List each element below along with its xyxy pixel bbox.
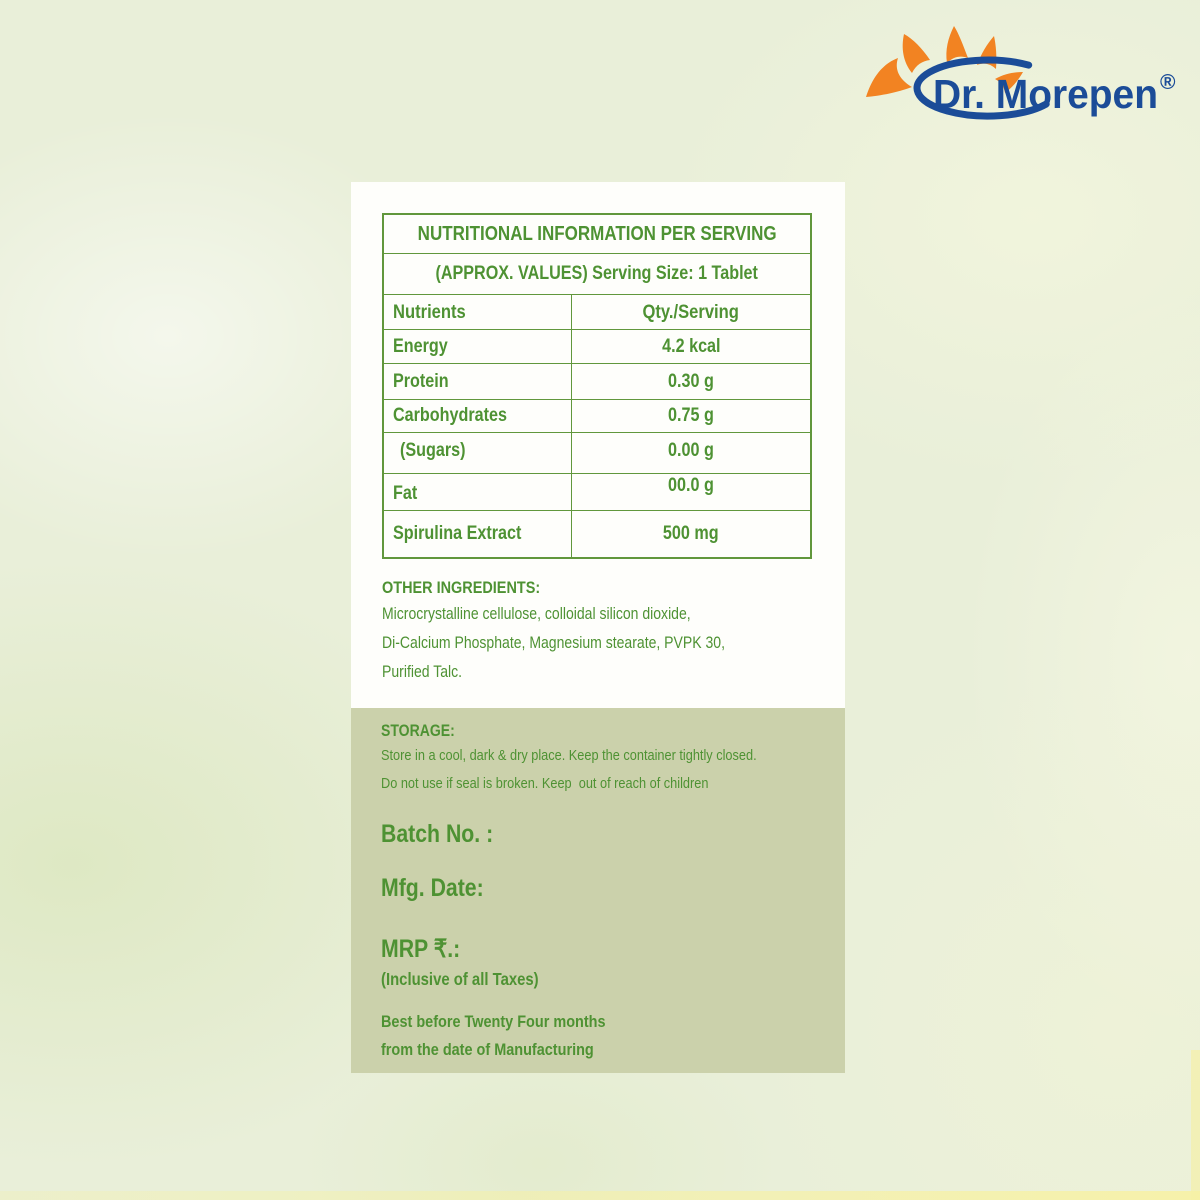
nutrient-cell: Spirulina Extract [384, 511, 572, 557]
other-ingredients-heading: OTHER INGREDIENTS: [382, 578, 541, 597]
qty-value: 00.0 g [668, 475, 714, 496]
storage-line: Do not use if seal is broken. Keep out o… [381, 774, 709, 792]
other-ingredients-section: OTHER INGREDIENTS: Microcrystalline cell… [382, 576, 786, 687]
nutrient-label: Fat [393, 483, 418, 504]
nutrients-header-cell: Nutrients [384, 295, 572, 329]
nutrient-label: (Sugars) [400, 440, 466, 461]
table-subtitle-row: (APPROX. VALUES) Serving Size: 1 Tablet [384, 253, 810, 294]
label-white-section: NUTRITIONAL INFORMATION PER SERVING (APP… [351, 182, 845, 708]
table-subtitle: (APPROX. VALUES) Serving Size: 1 Tablet [435, 263, 759, 284]
table-row: (Sugars) 0.00 g [384, 432, 810, 473]
best-before-line: Best before Twenty Four months [381, 1012, 606, 1031]
qty-header-cell: Qty./Serving [572, 295, 810, 329]
best-before-line: from the date of Manufacturing [381, 1040, 594, 1059]
table-title-row: NUTRITIONAL INFORMATION PER SERVING [384, 215, 810, 253]
qty-value: 4.2 kcal [661, 335, 721, 357]
qty-cell: 0.00 g [572, 433, 810, 473]
qty-value: 0.30 g [668, 370, 714, 392]
qty-cell: 0.30 g [572, 364, 810, 399]
ingredients-line: Di-Calcium Phosphate, Magnesium stearate… [382, 634, 726, 652]
mfg-date-label: Mfg. Date: [381, 874, 484, 902]
nutrient-label: Carbohydrates [393, 405, 507, 426]
qty-header: Qty./Serving [642, 300, 740, 323]
ellipse-swoosh-icon [913, 56, 1050, 120]
dr-morepen-logo-icon: Dr. Morepen ® [866, 26, 1176, 120]
nutrient-label: Protein [393, 370, 449, 392]
nutrient-cell: Protein [384, 364, 572, 399]
ingredients-line: Purified Talc. [382, 663, 463, 681]
qty-cell: 4.2 kcal [572, 330, 810, 363]
qty-value: 500 mg [663, 523, 719, 544]
table-row: Spirulina Extract 500 mg [384, 510, 810, 557]
brand-wordmark: Dr. Morepen [933, 71, 1158, 117]
nutrition-label-card: NUTRITIONAL INFORMATION PER SERVING (APP… [351, 182, 845, 1073]
nutrient-cell: Fat [384, 474, 572, 510]
qty-cell: 500 mg [572, 511, 810, 557]
best-before-note: Best before Twenty Four months from the … [381, 1008, 845, 1064]
brand-logo: Dr. Morepen ® [860, 12, 1190, 127]
table-row: Carbohydrates 0.75 g [384, 399, 810, 432]
batch-no-label: Batch No. : [381, 820, 494, 848]
registered-mark: ® [1160, 71, 1176, 94]
nutrient-cell: Carbohydrates [384, 400, 572, 432]
nutrient-cell: Energy [384, 330, 572, 363]
nutrients-header: Nutrients [393, 300, 466, 323]
qty-cell: 0.75 g [572, 400, 810, 432]
taxes-note: (Inclusive of all Taxes) [381, 969, 539, 989]
table-row: Fat 00.0 g [384, 473, 810, 510]
table-header-row: Nutrients Qty./Serving [384, 294, 810, 329]
qty-value: 0.00 g [668, 440, 714, 461]
storage-line: Store in a cool, dark & dry place. Keep … [381, 747, 757, 764]
ingredients-line: Microcrystalline cellulose, colloidal si… [382, 605, 691, 623]
nutrient-label: Energy [393, 335, 448, 357]
label-storage-section: STORAGE: Store in a cool, dark & dry pla… [351, 708, 845, 1073]
nutrient-label: Spirulina Extract [393, 523, 522, 544]
storage-heading: STORAGE: [381, 722, 455, 740]
qty-cell: 00.0 g [572, 474, 810, 510]
table-row: Energy 4.2 kcal [384, 329, 810, 363]
nutrition-table: NUTRITIONAL INFORMATION PER SERVING (APP… [382, 213, 812, 559]
qty-value: 0.75 g [668, 405, 714, 426]
table-row: Protein 0.30 g [384, 363, 810, 399]
nutrient-cell: (Sugars) [384, 433, 572, 473]
table-title: NUTRITIONAL INFORMATION PER SERVING [417, 222, 777, 245]
mrp-label: MRP ₹.: [381, 935, 461, 963]
